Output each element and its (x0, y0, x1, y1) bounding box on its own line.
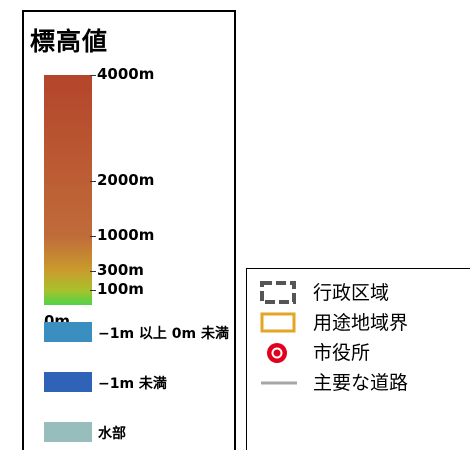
category-label: −1m 以上 0m 未満 (98, 326, 230, 342)
legend-item-zoning-boundary: 用途地域界 (259, 309, 469, 337)
legend-item-major-road: 主要な道路 (259, 369, 469, 397)
elevation-tick (90, 290, 96, 292)
elevation-tick (90, 270, 96, 272)
elevation-tick-label: 2000m (97, 170, 155, 189)
legend-item-admin-boundary: 行政区域 (259, 279, 469, 307)
elevation-tick (90, 180, 96, 182)
category-label: −1m 未満 (98, 376, 167, 392)
legend-title: 標高値 (30, 27, 109, 56)
city-hall-icon (267, 343, 287, 363)
elevation-tick-label: 1000m (97, 226, 155, 244)
category-swatch (44, 372, 92, 392)
admin-boundary-icon (260, 281, 296, 304)
category-swatch (44, 422, 92, 442)
symbol-legend: 行政区域 用途地域界 市役所 主要な道路 (246, 268, 470, 450)
legend-label-zoning-boundary: 用途地域界 (313, 312, 409, 334)
elevation-tick (90, 75, 96, 76)
elevation-color-bar (44, 75, 92, 305)
legend-label-admin-boundary: 行政区域 (313, 282, 390, 304)
elevation-tick (90, 236, 96, 237)
elevation-tick-label: 100m (97, 280, 144, 299)
elevation-tick-label: 4000m (97, 65, 155, 83)
legend-label-major-road: 主要な道路 (313, 372, 409, 394)
zoning-boundary-icon (260, 312, 296, 333)
category-label: 水部 (98, 426, 126, 442)
legend-item-city-hall: 市役所 (259, 339, 469, 367)
category-swatch (44, 322, 92, 342)
major-road-icon (261, 381, 297, 385)
legend-label-city-hall: 市役所 (313, 342, 371, 364)
elevation-legend: 標高値 4000m 2000m 1000m 300m 100m 0m −1m 以上 0m … (22, 10, 236, 450)
elevation-tick-label: 300m (97, 260, 144, 279)
